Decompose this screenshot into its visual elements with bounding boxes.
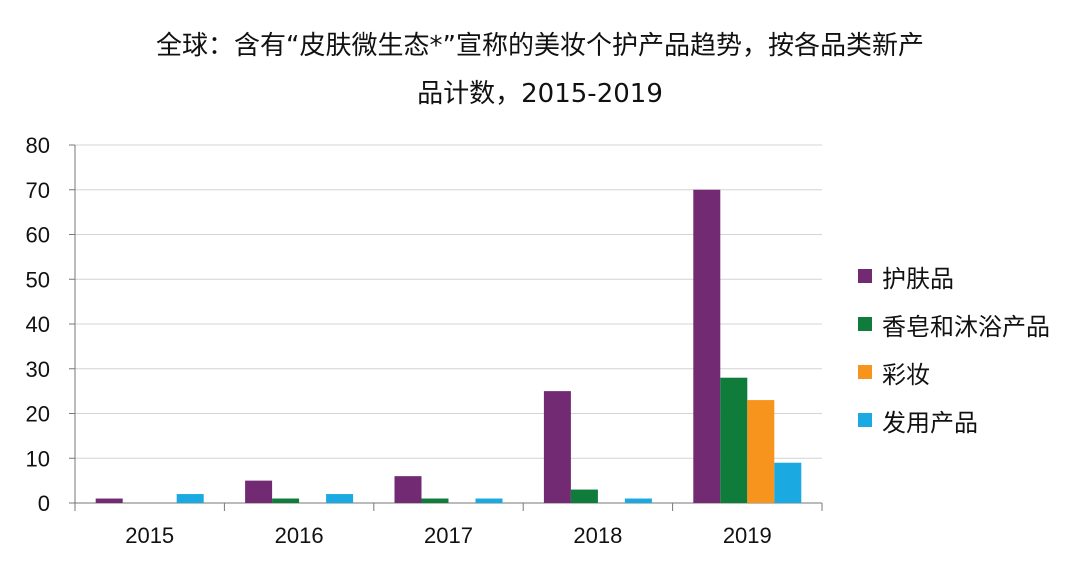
- y-tick-label: 80: [26, 133, 50, 158]
- chart-title-line-2: 品计数，2015-2019: [417, 79, 663, 109]
- legend-item-haircare: 发用产品: [858, 396, 1050, 444]
- bar: [245, 480, 273, 503]
- bar: [176, 494, 204, 503]
- x-tick-label: 2015: [125, 523, 174, 548]
- x-tick-label: 2016: [275, 523, 324, 548]
- y-tick-label: 70: [26, 178, 50, 203]
- bar: [326, 494, 354, 503]
- x-tick-label: 2017: [424, 523, 473, 548]
- legend-item-skincare: 护肤品: [858, 252, 1050, 300]
- chart-title-line-1: 全球：含有“皮肤微生态*”宣称的美妆个护产品趋势，按各品类新产: [156, 31, 924, 61]
- legend-swatch-soap-bath: [858, 317, 872, 331]
- x-tick-label: 2018: [573, 523, 622, 548]
- legend-item-soap-bath: 香皂和沐浴产品: [858, 300, 1050, 348]
- bar: [543, 391, 571, 503]
- bar: [747, 400, 775, 503]
- bar: [95, 498, 123, 503]
- y-tick-label: 0: [38, 491, 50, 516]
- bar: [624, 498, 652, 503]
- bar: [272, 498, 300, 503]
- y-tick-label: 40: [26, 312, 50, 337]
- legend-swatch-makeup: [858, 365, 872, 379]
- legend: 护肤品 香皂和沐浴产品 彩妆 发用产品: [858, 252, 1050, 444]
- bar: [475, 498, 503, 503]
- chart-title: 全球：含有“皮肤微生态*”宣称的美妆个护产品趋势，按各品类新产 品计数，2015…: [60, 22, 1020, 118]
- x-tick-label: 2019: [723, 523, 772, 548]
- y-tick-label: 50: [26, 267, 50, 292]
- bar: [774, 462, 802, 503]
- bar: [421, 498, 449, 503]
- bar: [693, 189, 721, 503]
- legend-swatch-haircare: [858, 413, 872, 427]
- legend-label-makeup: 彩妆: [882, 360, 930, 389]
- y-tick-label: 20: [26, 402, 50, 427]
- legend-swatch-skincare: [858, 269, 872, 283]
- legend-item-makeup: 彩妆: [858, 348, 1050, 396]
- y-tick-label: 60: [26, 223, 50, 248]
- legend-label-skincare: 护肤品: [882, 264, 954, 293]
- legend-label-soap-bath: 香皂和沐浴产品: [882, 312, 1050, 341]
- legend-label-haircare: 发用产品: [882, 408, 978, 437]
- y-tick-label: 30: [26, 357, 50, 382]
- y-tick-label: 10: [26, 446, 50, 471]
- bar: [570, 489, 598, 503]
- bar: [720, 377, 748, 503]
- bar: [394, 476, 422, 503]
